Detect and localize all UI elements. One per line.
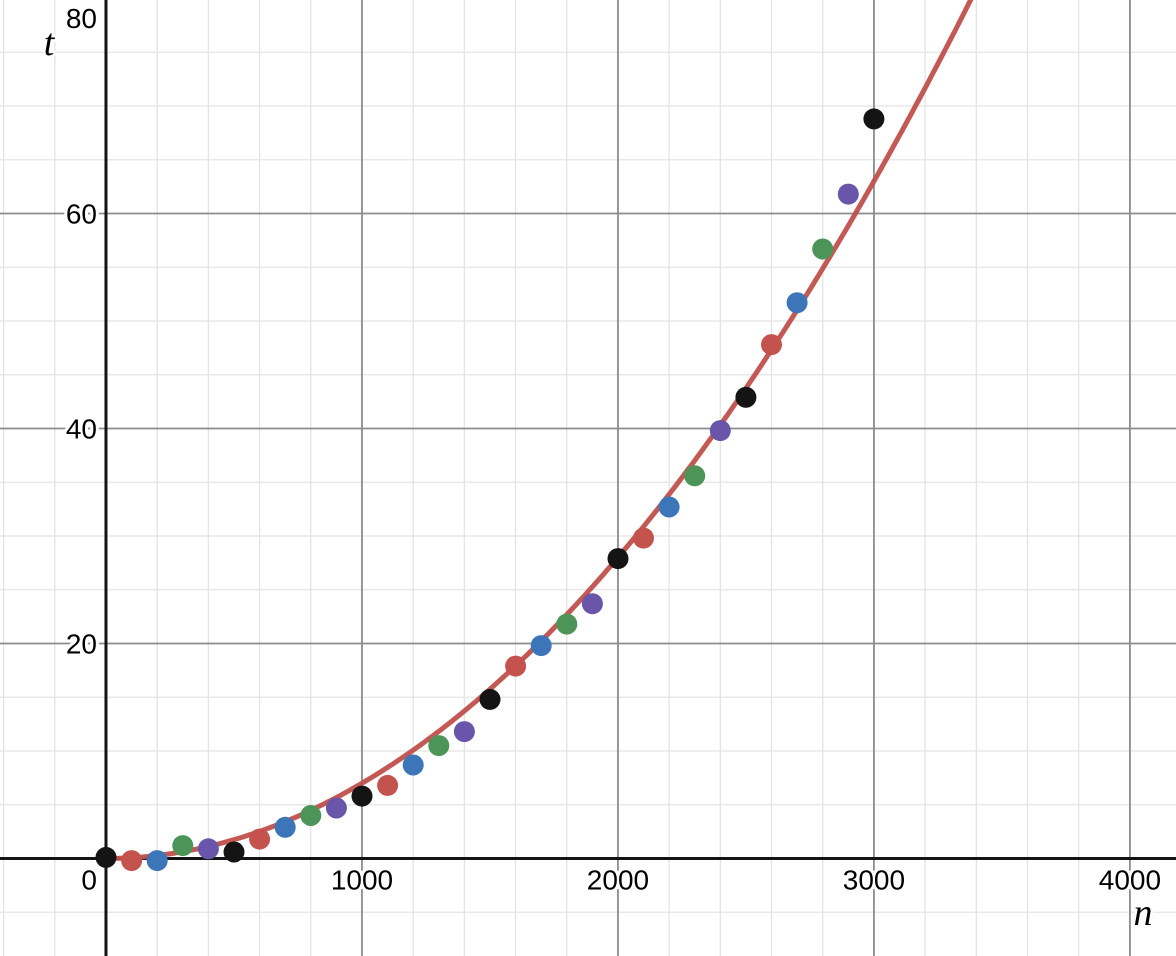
data-point-run-1-black bbox=[95, 846, 117, 868]
data-point-run-1-black bbox=[863, 108, 885, 130]
tick-labels: 0 1000 2000 3000 4000 20 40 60 80 bbox=[63, 0, 1164, 898]
y-tick-label: 40 bbox=[66, 413, 97, 444]
data-point-run-5-purple bbox=[197, 838, 219, 860]
data-point-run-3-blue bbox=[402, 754, 424, 776]
data-point-run-3-blue bbox=[786, 292, 808, 314]
data-point-run-1-black bbox=[607, 548, 629, 570]
data-point-run-2-red bbox=[249, 828, 271, 850]
x-tick-label: 3000 bbox=[843, 864, 905, 895]
data-point-run-5-purple bbox=[837, 183, 859, 205]
data-point-run-4-green bbox=[300, 805, 322, 826]
data-point-run-3-blue bbox=[146, 850, 168, 872]
y-tick-label: 20 bbox=[66, 628, 97, 659]
data-point-run-1-black bbox=[351, 785, 373, 807]
data-point-run-3-blue bbox=[530, 635, 552, 657]
y-axis-title: t bbox=[44, 22, 56, 64]
x-tick-label: 2000 bbox=[587, 864, 649, 895]
y-tick-label: 80 bbox=[66, 3, 97, 34]
data-point-run-3-blue bbox=[274, 816, 296, 838]
data-point-run-4-green bbox=[684, 465, 706, 487]
data-point-run-2-red bbox=[377, 774, 399, 796]
data-point-run-4-green bbox=[172, 835, 194, 857]
data-point-run-5-purple bbox=[453, 721, 475, 743]
data-point-run-2-red bbox=[761, 334, 782, 356]
data-point-run-1-black bbox=[223, 841, 245, 863]
data-point-run-2-red bbox=[121, 850, 143, 872]
data-point-run-5-purple bbox=[325, 797, 347, 819]
data-point-run-2-red bbox=[633, 527, 654, 549]
data-point-run-5-purple bbox=[581, 593, 603, 615]
data-point-run-3-blue bbox=[658, 496, 680, 518]
data-point-run-4-green bbox=[812, 238, 834, 260]
data-point-run-4-green bbox=[556, 613, 578, 635]
y-tick-label: 60 bbox=[66, 198, 97, 229]
x-tick-label: 0 bbox=[81, 864, 97, 895]
x-tick-label: 1000 bbox=[331, 864, 393, 895]
x-tick-label: 4000 bbox=[1099, 864, 1161, 895]
data-point-run-5-purple bbox=[709, 420, 731, 442]
data-point-run-1-black bbox=[735, 386, 757, 408]
data-point-run-2-red bbox=[505, 655, 527, 677]
data-point-run-4-green bbox=[428, 735, 450, 757]
data-point-run-1-black bbox=[479, 688, 501, 710]
x-axis-title: n bbox=[1134, 892, 1153, 934]
data-points bbox=[95, 108, 885, 872]
